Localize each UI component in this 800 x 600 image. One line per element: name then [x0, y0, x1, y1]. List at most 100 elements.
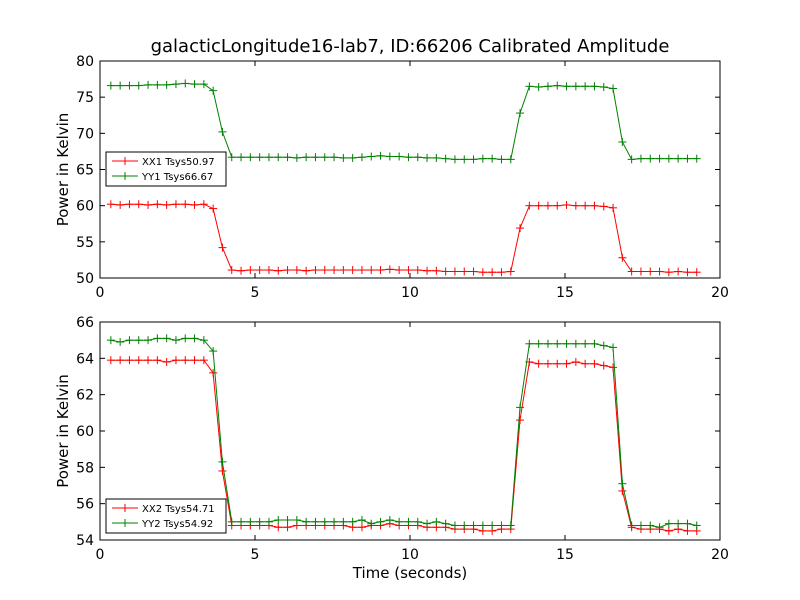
data-point-marker — [590, 339, 599, 348]
data-point-marker — [283, 153, 292, 162]
data-point-marker — [636, 154, 645, 163]
data-point-marker — [385, 265, 394, 274]
data-point-marker — [125, 336, 134, 345]
data-point-marker — [497, 521, 506, 530]
legend-entry-label: YY2 Tsys54.92 — [141, 519, 213, 530]
data-point-marker — [153, 200, 162, 209]
data-point-marker — [683, 154, 692, 163]
data-point-marker — [255, 517, 264, 526]
data-point-marker — [125, 356, 134, 365]
data-point-marker — [450, 155, 459, 164]
data-point-marker — [199, 356, 208, 365]
data-point-marker — [218, 466, 227, 475]
data-point-marker — [571, 339, 580, 348]
bottom-y-tick-label: 64 — [76, 351, 94, 367]
data-point-marker — [581, 82, 590, 91]
data-point-marker — [423, 519, 432, 528]
data-point-marker — [348, 153, 357, 162]
data-point-marker — [125, 81, 134, 90]
top-series-line-0 — [110, 203, 697, 273]
top-x-tick-label: 20 — [711, 285, 729, 301]
data-point-marker — [134, 200, 143, 209]
data-point-marker — [432, 266, 441, 275]
bottom-x-tick-label: 0 — [96, 547, 105, 563]
data-point-marker — [199, 200, 208, 209]
data-point-marker — [469, 155, 478, 164]
data-point-marker — [646, 267, 655, 276]
legend-entry-label: YY1 Tsys66.67 — [141, 172, 213, 183]
data-point-marker — [106, 356, 115, 365]
data-point-marker — [664, 154, 673, 163]
data-point-marker — [190, 356, 199, 365]
data-point-marker — [543, 359, 552, 368]
data-point-marker — [581, 359, 590, 368]
bottom-y-tick-label: 66 — [76, 315, 94, 331]
data-point-marker — [646, 154, 655, 163]
data-point-marker — [590, 201, 599, 210]
data-point-marker — [311, 517, 320, 526]
data-point-marker — [543, 201, 552, 210]
bottom-x-tick-label: 20 — [711, 547, 729, 563]
data-point-marker — [488, 268, 497, 277]
data-point-marker — [227, 153, 236, 162]
data-point-marker — [692, 268, 701, 277]
data-point-marker — [255, 153, 264, 162]
data-point-marker — [395, 152, 404, 161]
bottom-y-tick-label: 56 — [76, 497, 94, 513]
data-point-marker — [581, 201, 590, 210]
data-point-marker — [283, 516, 292, 525]
data-point-marker — [674, 267, 683, 276]
data-point-marker — [553, 201, 562, 210]
bottom-y-tick-label: 54 — [76, 533, 94, 549]
data-point-marker — [274, 523, 283, 532]
data-point-marker — [171, 80, 180, 89]
data-point-marker — [609, 84, 618, 93]
data-point-marker — [181, 79, 190, 88]
data-point-marker — [162, 200, 171, 209]
data-point-marker — [367, 266, 376, 275]
data-point-marker — [209, 204, 218, 213]
data-point-marker — [302, 517, 311, 526]
data-point-marker — [525, 339, 534, 348]
top-x-tick-label: 15 — [556, 285, 574, 301]
x-axis-label: Time (seconds) — [352, 564, 468, 582]
data-point-marker — [330, 266, 339, 275]
data-point-marker — [218, 127, 227, 136]
data-point-marker — [190, 334, 199, 343]
data-point-marker — [562, 339, 571, 348]
data-point-marker — [413, 266, 422, 275]
data-point-marker — [209, 368, 218, 377]
top-y-tick-label: 80 — [76, 54, 94, 70]
data-point-marker — [543, 82, 552, 91]
data-point-marker — [395, 517, 404, 526]
data-point-marker — [190, 200, 199, 209]
data-point-marker — [441, 267, 450, 276]
bottom-x-tick-label: 15 — [556, 547, 574, 563]
top-x-tick-label: 10 — [401, 285, 419, 301]
data-point-marker — [516, 224, 525, 233]
data-point-marker — [190, 80, 199, 89]
data-point-marker — [553, 339, 562, 348]
data-point-marker — [395, 266, 404, 275]
data-point-marker — [134, 336, 143, 345]
data-point-marker — [432, 517, 441, 526]
data-point-marker — [246, 266, 255, 275]
data-point-marker — [460, 521, 469, 530]
data-point-marker — [516, 109, 525, 118]
data-point-marker — [655, 154, 664, 163]
data-point-marker — [646, 521, 655, 530]
data-point-marker — [469, 521, 478, 530]
data-point-marker — [153, 80, 162, 89]
data-point-marker — [181, 356, 190, 365]
data-point-marker — [683, 519, 692, 528]
data-point-marker — [264, 517, 273, 526]
data-point-marker — [171, 356, 180, 365]
data-point-marker — [627, 155, 636, 164]
data-point-marker — [562, 200, 571, 209]
data-point-marker — [181, 334, 190, 343]
data-point-marker — [339, 517, 348, 526]
data-point-marker — [274, 266, 283, 275]
data-point-marker — [116, 356, 125, 365]
data-point-marker — [441, 519, 450, 528]
data-point-marker — [627, 267, 636, 276]
